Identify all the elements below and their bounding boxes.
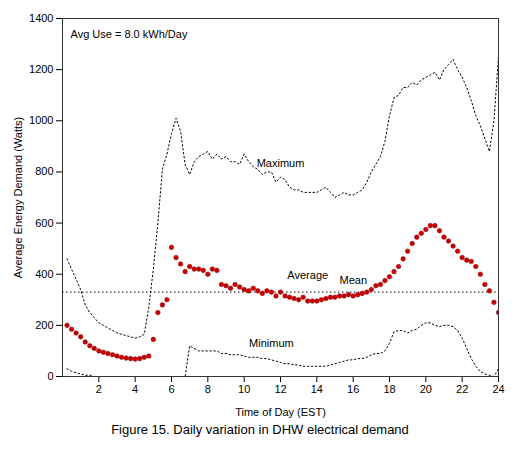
svg-text:400: 400 [35, 268, 53, 280]
svg-text:24: 24 [492, 383, 504, 395]
svg-text:22: 22 [456, 383, 468, 395]
svg-text:800: 800 [35, 165, 53, 177]
svg-text:1000: 1000 [29, 114, 53, 126]
svg-text:Avg Use = 8.0 kWh/Day: Avg Use = 8.0 kWh/Day [71, 28, 188, 40]
svg-text:Maximum: Maximum [257, 157, 305, 169]
svg-text:6: 6 [168, 383, 174, 395]
svg-text:Minimum: Minimum [249, 337, 294, 349]
svg-text:16: 16 [347, 383, 359, 395]
svg-text:Average Energy Demand (Watts): Average Energy Demand (Watts) [12, 117, 24, 278]
svg-text:2: 2 [96, 383, 102, 395]
svg-text:12: 12 [274, 383, 286, 395]
svg-text:8: 8 [205, 383, 211, 395]
svg-text:600: 600 [35, 217, 53, 229]
svg-text:18: 18 [383, 383, 395, 395]
svg-text:200: 200 [35, 319, 53, 331]
svg-text:Mean: Mean [340, 274, 368, 286]
svg-text:Average: Average [287, 269, 328, 281]
html-text:Figure 15. Daily variation in: Figure 15. Daily variation in DHW electr… [111, 422, 409, 437]
svg-text:10: 10 [238, 383, 250, 395]
svg-text:Time of Day (EST): Time of Day (EST) [235, 406, 326, 418]
svg-text:1200: 1200 [29, 63, 53, 75]
svg-text:1400: 1400 [29, 12, 53, 24]
svg-text:14: 14 [311, 383, 323, 395]
svg-text:20: 20 [420, 383, 432, 395]
svg-text:0: 0 [47, 370, 53, 382]
svg-text:4: 4 [132, 383, 138, 395]
